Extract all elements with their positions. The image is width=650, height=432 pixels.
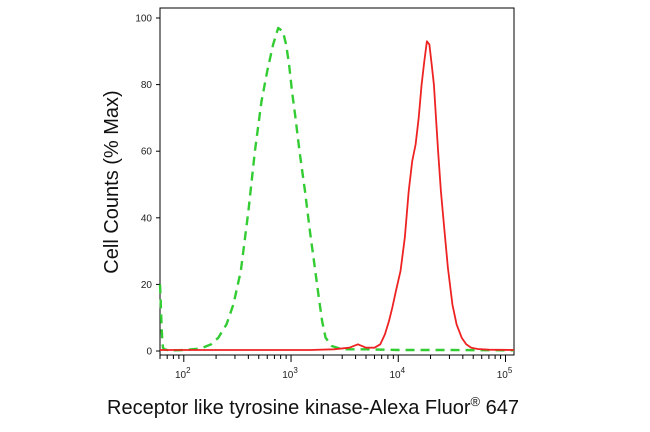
x-axis-title: Receptor like tyrosine kinase-Alexa Fluo…	[107, 394, 519, 419]
series-group	[158, 26, 515, 352]
x-axis-title-suffix: 647	[480, 397, 519, 419]
x-tick-label: 104	[389, 366, 405, 381]
x-tick-base: 10	[282, 370, 294, 381]
x-tick-base: 10	[389, 370, 401, 381]
y-tick-label: 0	[146, 347, 152, 358]
y-tick-label: 20	[141, 280, 153, 291]
x-axis-title-text: Receptor like tyrosine kinase-Alexa Fluo…	[107, 397, 471, 419]
series-line-solid	[160, 40, 515, 351]
y-tick-label: 60	[141, 147, 153, 158]
x-axis-title-superscript: ®	[471, 394, 481, 409]
plot-frame	[159, 7, 515, 356]
y-axis-title: Cell Counts (% Max)	[101, 90, 123, 273]
series-line-dashed	[158, 26, 515, 352]
y-tick-label: 40	[141, 213, 153, 224]
plot-area	[159, 7, 515, 356]
x-tick-base: 10	[497, 370, 509, 381]
y-tick-label: 80	[141, 80, 153, 91]
x-tick-base: 10	[175, 370, 187, 381]
x-tick-exponent: 5	[508, 366, 513, 375]
x-tick-label: 103	[282, 366, 298, 381]
x-tick-exponent: 3	[293, 366, 298, 375]
x-tick-exponent: 4	[401, 366, 406, 375]
y-tick-label: 100	[135, 14, 152, 25]
x-tick-label: 105	[497, 366, 513, 381]
x-tick-label: 102	[175, 366, 191, 381]
x-tick-exponent: 2	[186, 366, 191, 375]
